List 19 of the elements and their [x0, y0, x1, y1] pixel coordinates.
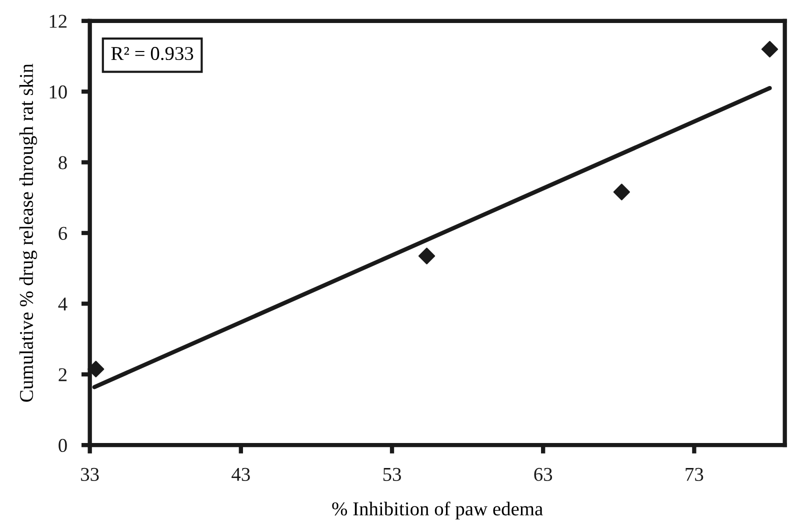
point [88, 360, 104, 378]
x-tick-label: 33 [81, 468, 99, 481]
point [613, 184, 630, 200]
x-tick-label: 63 [534, 468, 552, 481]
x-tick-label: 43 [232, 468, 250, 481]
annotation: R² = 0.933 [111, 46, 194, 60]
y-tick-label: 2 [58, 368, 67, 382]
y-tick-label: 4 [58, 298, 68, 310]
y-tick-label: 0 [58, 438, 67, 452]
x-axis-title: % Inhibition of paw edema [332, 502, 543, 520]
y-axis-title: Cumulative % drug release through rat skin [19, 64, 38, 402]
point [418, 248, 436, 264]
x-tick-label: 73 [686, 468, 704, 481]
x-tick-label: 53 [383, 468, 401, 481]
y-tick-label: 12 [50, 14, 67, 28]
point [761, 40, 778, 58]
y-tick-label: 10 [50, 85, 67, 99]
y-tick-label: 8 [58, 156, 67, 170]
y-tick-label: 6 [58, 226, 68, 240]
